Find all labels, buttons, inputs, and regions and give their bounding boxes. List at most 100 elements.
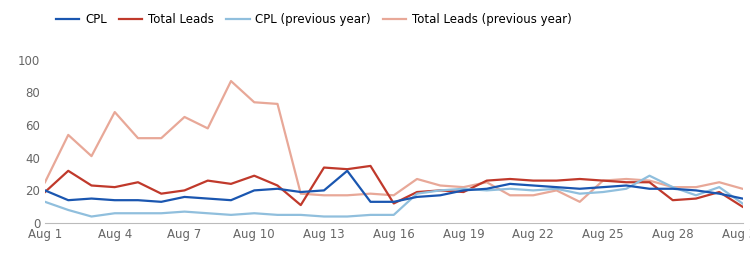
CPL <box>715 192 724 195</box>
CPL <box>273 187 282 190</box>
CPL <box>366 200 375 203</box>
Total Leads (previous year) <box>157 137 166 140</box>
Total Leads (previous year) <box>366 192 375 195</box>
CPL (previous year) <box>64 208 73 212</box>
CPL (previous year) <box>203 212 212 215</box>
Total Leads (previous year) <box>529 194 538 197</box>
Total Leads <box>110 186 119 189</box>
Total Leads (previous year) <box>459 186 468 189</box>
Total Leads <box>180 189 189 192</box>
Total Leads (previous year) <box>738 187 747 190</box>
CPL (previous year) <box>226 213 236 217</box>
Total Leads <box>366 164 375 168</box>
Total Leads <box>598 179 608 182</box>
CPL <box>506 182 515 186</box>
CPL (previous year) <box>436 189 445 192</box>
Total Leads <box>296 203 305 207</box>
Legend: CPL, Total Leads, CPL (previous year), Total Leads (previous year): CPL, Total Leads, CPL (previous year), T… <box>51 9 577 31</box>
CPL (previous year) <box>250 212 259 215</box>
Line: Total Leads: Total Leads <box>45 166 742 207</box>
CPL <box>645 187 654 190</box>
Total Leads (previous year) <box>645 179 654 182</box>
Total Leads <box>715 190 724 194</box>
Total Leads (previous year) <box>250 101 259 104</box>
CPL <box>180 195 189 199</box>
CPL <box>692 189 700 192</box>
CPL <box>459 189 468 192</box>
Line: CPL: CPL <box>45 171 742 202</box>
Total Leads (previous year) <box>506 194 515 197</box>
Total Leads (previous year) <box>40 181 50 184</box>
CPL (previous year) <box>40 200 50 203</box>
Total Leads (previous year) <box>110 110 119 114</box>
CPL <box>157 200 166 203</box>
CPL (previous year) <box>552 187 561 190</box>
Line: CPL (previous year): CPL (previous year) <box>45 176 742 217</box>
CPL <box>529 184 538 187</box>
CPL (previous year) <box>87 215 96 218</box>
Total Leads (previous year) <box>668 186 677 189</box>
CPL (previous year) <box>157 212 166 215</box>
CPL (previous year) <box>529 189 538 192</box>
CPL <box>203 197 212 200</box>
CPL (previous year) <box>389 213 398 217</box>
CPL (previous year) <box>343 215 352 218</box>
Total Leads (previous year) <box>134 137 142 140</box>
CPL <box>87 197 96 200</box>
CPL (previous year) <box>598 190 608 194</box>
CPL <box>110 199 119 202</box>
Total Leads <box>459 190 468 194</box>
Total Leads (previous year) <box>692 186 700 189</box>
Total Leads <box>134 181 142 184</box>
CPL <box>320 189 328 192</box>
Total Leads (previous year) <box>343 194 352 197</box>
Total Leads <box>343 168 352 171</box>
Total Leads (previous year) <box>482 181 491 184</box>
CPL (previous year) <box>668 186 677 189</box>
Total Leads (previous year) <box>296 192 305 195</box>
CPL (previous year) <box>715 186 724 189</box>
Total Leads (previous year) <box>180 115 189 119</box>
CPL (previous year) <box>738 202 747 205</box>
Total Leads <box>482 179 491 182</box>
CPL (previous year) <box>622 187 631 190</box>
Total Leads <box>506 177 515 181</box>
CPL (previous year) <box>320 215 328 218</box>
Total Leads <box>157 192 166 195</box>
Total Leads (previous year) <box>715 181 724 184</box>
Total Leads <box>40 190 50 194</box>
CPL (previous year) <box>296 213 305 217</box>
CPL <box>413 195 422 199</box>
CPL <box>296 190 305 194</box>
Total Leads (previous year) <box>575 200 584 203</box>
CPL <box>482 187 491 190</box>
CPL (previous year) <box>180 210 189 213</box>
Total Leads (previous year) <box>413 177 422 181</box>
CPL (previous year) <box>506 187 515 190</box>
CPL <box>552 186 561 189</box>
Total Leads <box>575 177 584 181</box>
Total Leads <box>692 197 700 200</box>
Total Leads <box>645 181 654 184</box>
Total Leads <box>64 169 73 172</box>
CPL <box>40 189 50 192</box>
CPL (previous year) <box>645 174 654 177</box>
Total Leads (previous year) <box>64 133 73 137</box>
CPL (previous year) <box>575 192 584 195</box>
Total Leads (previous year) <box>552 189 561 192</box>
Total Leads <box>413 190 422 194</box>
CPL <box>250 189 259 192</box>
CPL <box>668 187 677 190</box>
Total Leads (previous year) <box>436 184 445 187</box>
Total Leads <box>622 181 631 184</box>
Total Leads <box>87 184 96 187</box>
Total Leads <box>273 184 282 187</box>
Total Leads (previous year) <box>622 177 631 181</box>
CPL <box>598 186 608 189</box>
Total Leads (previous year) <box>87 154 96 158</box>
CPL (previous year) <box>692 194 700 197</box>
Total Leads (previous year) <box>226 79 236 83</box>
CPL (previous year) <box>110 212 119 215</box>
CPL <box>64 199 73 202</box>
CPL <box>738 197 747 200</box>
